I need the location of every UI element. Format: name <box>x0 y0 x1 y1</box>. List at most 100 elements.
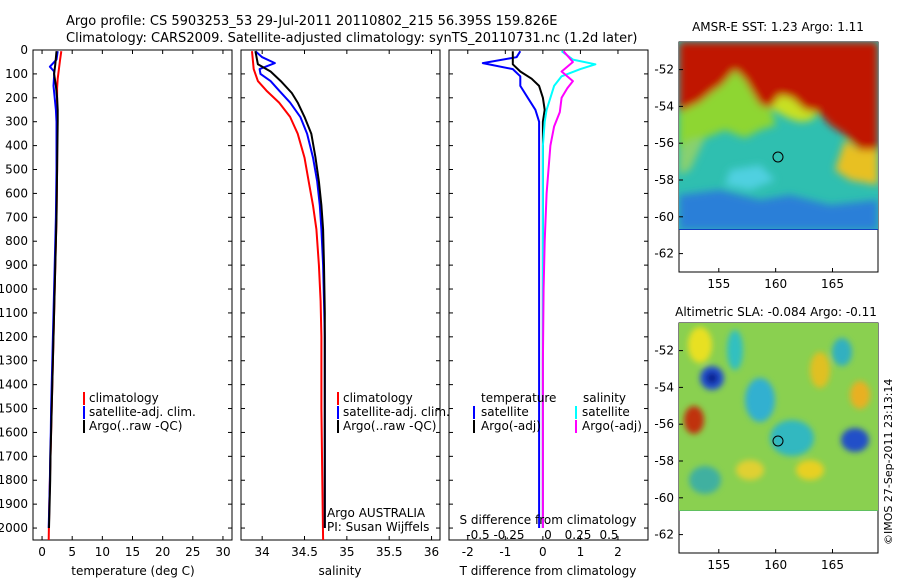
lon-tick-label: 155 <box>707 277 730 291</box>
s-difference-tick-label: -0.5 <box>466 528 489 542</box>
imos-credit: ©IMOS 27-Sep-2011 23:13:14 <box>882 379 895 545</box>
depth-tick-label: 400 <box>5 139 28 153</box>
lon-tick-label: 165 <box>821 277 844 291</box>
depth-tick-label: 600 <box>5 186 28 200</box>
temperature-legend: climatology satellite-adj. clim. Argo(..… <box>83 391 196 433</box>
lat-tick-label: -62 <box>654 528 674 542</box>
x-tick-label: 20 <box>155 545 170 559</box>
depth-tick-label: 1800 <box>0 473 28 487</box>
header-line-2: Climatology: CARS2009. Satellite-adjuste… <box>66 31 638 46</box>
salinity-xlabel: salinity <box>318 564 361 578</box>
x-tick-label: 10 <box>95 545 110 559</box>
s-difference-tick-label: 0.5 <box>599 528 618 542</box>
legend-label-argo: Argo(..raw -QC) <box>89 419 182 433</box>
sla-field <box>679 323 878 511</box>
sst-map-panel: AMSR-E SST: 1.23 Argo: 1.11 155 160 165 -52… <box>654 20 879 291</box>
depth-tick-label: 1100 <box>0 306 28 320</box>
difference-panel: -2 -1 0 1 2 -0.5 -0.25 0 0.25 0.5 temperature sa… <box>448 49 649 578</box>
lat-tick-label: -52 <box>654 63 674 77</box>
argo-program-label: Argo AUSTRALIA <box>327 506 426 520</box>
lon-tick-label: 155 <box>707 558 730 572</box>
x-tick-label: 30 <box>215 545 230 559</box>
depth-tick-label: 300 <box>5 115 28 129</box>
t-difference-xlabel: T difference from climatology <box>459 564 637 578</box>
legend-title-salinity: salinity <box>583 391 626 405</box>
s-difference-tick-label: 0 <box>544 528 552 542</box>
series-line-0 <box>251 51 325 541</box>
x-tick-label: 35 <box>339 545 354 559</box>
legend-label-sal-argo: Argo(-adj) <box>582 419 642 433</box>
x-tick-label: 0 <box>539 545 547 559</box>
sst-argo-position-marker <box>772 151 784 163</box>
x-tick-label: 5 <box>68 545 76 559</box>
header-line-1: Argo profile: CS 5903253_53 29-Jul-2011 … <box>66 14 557 29</box>
legend-title-temperature: temperature <box>481 391 556 405</box>
sst-map-title: AMSR-E SST: 1.23 Argo: 1.11 <box>692 20 864 34</box>
legend-label-sal-satellite: satellite <box>582 405 630 419</box>
legend-label-temp-argo: Argo(-adj) <box>481 419 541 433</box>
lon-tick-label: 165 <box>821 558 844 572</box>
depth-tick-label: 0 <box>20 43 28 57</box>
lon-tick-label: 160 <box>764 277 787 291</box>
temperature-panel: 0100200300400500600700800900100011001200… <box>0 43 233 578</box>
argo-pi-label: PI: Susan Wijffels <box>327 520 429 534</box>
difference-axes-frame <box>448 49 649 541</box>
x-tick-label: -1 <box>499 545 511 559</box>
x-tick-label: 35.5 <box>376 545 403 559</box>
sst-field <box>679 42 878 230</box>
series-line-3 <box>541 50 574 528</box>
lat-tick-label: -52 <box>654 344 674 358</box>
lat-tick-label: -58 <box>654 454 674 468</box>
x-tick-label: 25 <box>185 545 200 559</box>
depth-tick-label: 1200 <box>0 330 28 344</box>
depth-tick-label: 1500 <box>0 402 28 416</box>
legend-label-climatology: climatology <box>89 391 159 405</box>
legend-label-satellite-adj: satellite-adj. clim. <box>89 405 196 419</box>
sla-map-title: Altimetric SLA: -0.084 Argo: -0.11 <box>675 305 877 319</box>
x-tick-label: 34 <box>255 545 270 559</box>
temperature-xlabel: temperature (deg C) <box>71 564 194 578</box>
lat-tick-label: -54 <box>654 99 674 113</box>
s-difference-xlabel: S difference from climatology <box>460 513 637 527</box>
series-line-0 <box>481 50 541 528</box>
depth-tick-label: 1900 <box>0 497 28 511</box>
series-line-2 <box>254 51 326 528</box>
x-tick-label: 36 <box>424 545 439 559</box>
depth-tick-label: 100 <box>5 67 28 81</box>
depth-tick-label: 500 <box>5 163 28 177</box>
depth-tick-label: 2000 <box>0 521 28 535</box>
sla-map-panel: Altimetric SLA: -0.084 Argo: -0.11 <box>654 305 879 572</box>
legend-label-climatology: climatology <box>343 391 413 405</box>
temperature-axes-frame <box>32 49 233 541</box>
salinity-panel: 34 34.5 35 35.5 36 climatology satellite-adj… <box>240 49 450 578</box>
lat-tick-label: -56 <box>654 136 674 150</box>
s-difference-tick-label: 0.25 <box>565 528 592 542</box>
difference-legend: temperature salinity satellite Argo(-adj… <box>473 391 642 433</box>
depth-ticks: 0 100 200 300 400 500 600 700 800 900 1000 1100 1200… <box>0 43 232 535</box>
lat-tick-label: -60 <box>654 491 674 505</box>
depth-tick-label: 700 <box>5 210 28 224</box>
sla-map-ticks: 155 160 165 -52 -54 -56 -58 -60 -62 <box>654 344 844 572</box>
x-tick-label: 1 <box>577 545 585 559</box>
series-line-2 <box>48 51 59 529</box>
depth-tick-label: 900 <box>5 258 28 272</box>
x-tick-label: 2 <box>614 545 622 559</box>
depth-tick-label: 1400 <box>0 378 28 392</box>
depth-tick-label: 800 <box>5 234 28 248</box>
lat-tick-label: -60 <box>654 210 674 224</box>
sst-map-ticks: 155 160 165 -52 -54 -56 -58 -60 -62 <box>654 63 844 291</box>
depth-tick-label: 1300 <box>0 354 28 368</box>
legend-label-argo: Argo(..raw -QC) <box>343 419 436 433</box>
x-tick-label: 15 <box>125 545 140 559</box>
depth-tick-label: 1600 <box>0 425 28 439</box>
legend-label-temp-satellite: satellite <box>481 405 529 419</box>
lon-tick-label: 160 <box>764 558 787 572</box>
depth-tick-label: 1700 <box>0 449 28 463</box>
legend-label-satellite-adj: satellite-adj. clim. <box>343 405 450 419</box>
salinity-legend: climatology satellite-adj. clim. Argo(..… <box>337 391 450 433</box>
depth-tick-label: 200 <box>5 91 28 105</box>
x-tick-label: -2 <box>462 545 474 559</box>
sla-argo-position-marker <box>772 435 784 447</box>
salinity-difference-ticks: -0.5 -0.25 0 0.25 0.5 <box>466 528 618 542</box>
